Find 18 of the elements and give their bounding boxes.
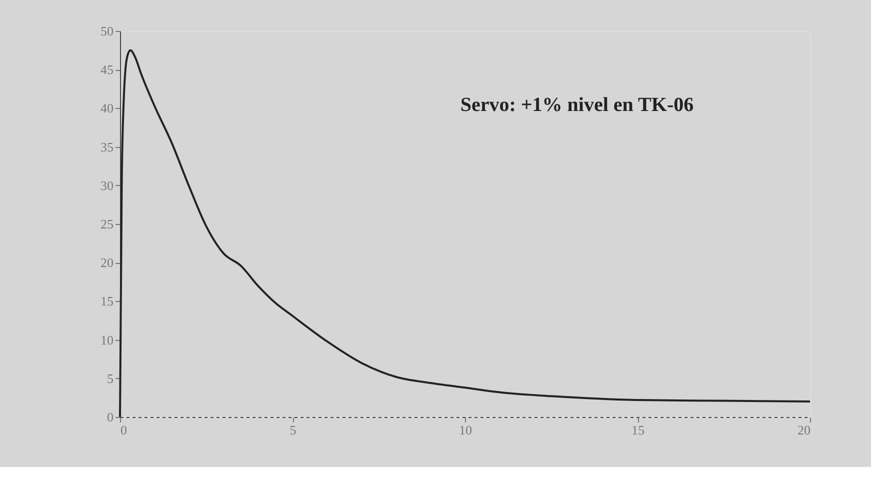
y-tick-label: 5 <box>107 370 114 386</box>
y-tick-label: 45 <box>100 62 114 78</box>
annotation: Servo: +1% nivel en TK-06 <box>460 94 694 116</box>
y-tick-label: 15 <box>100 294 114 309</box>
y-tick-label: 30 <box>100 178 114 193</box>
y-tick-label: 0 <box>107 410 114 424</box>
y-tick-label: 35 <box>100 139 114 154</box>
line-series <box>119 49 811 418</box>
y-tick-label: 25 <box>100 216 114 232</box>
y-tick-label: 10 <box>100 332 114 348</box>
x-tick-label: 15 <box>632 422 644 438</box>
x-tick-label: 0 <box>120 422 127 438</box>
y-tick-label: 50 <box>100 24 114 38</box>
y-tick-label: 40 <box>100 100 114 116</box>
x-tick-label: 10 <box>459 422 472 438</box>
x-tick-label: 20 <box>798 422 810 438</box>
x-tick-label: 5 <box>290 422 296 438</box>
y-tick-label: 20 <box>100 255 114 270</box>
